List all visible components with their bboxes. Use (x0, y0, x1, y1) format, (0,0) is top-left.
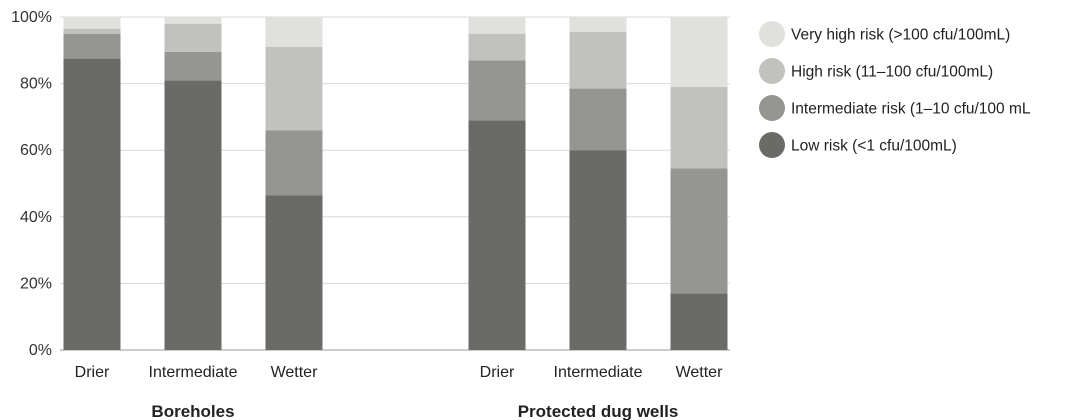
bar-protected-dug-wells-wetter-intermediate-risk (670, 168, 728, 294)
x-category-label: Wetter (271, 364, 319, 381)
group-label-protected-dug-wells: Protected dug wells (518, 402, 679, 420)
bar-boreholes-wetter-very-high-risk (265, 17, 323, 47)
bar-boreholes-wetter-low-risk (265, 195, 323, 350)
bar-boreholes-drier-very-high-risk (63, 17, 121, 29)
bar-protected-dug-wells-wetter-low-risk (670, 293, 728, 350)
y-tick-label: 60% (20, 142, 52, 159)
legend: Very high risk (>100 cfu/100mL) High risk… (759, 21, 1031, 158)
legend-item: High risk (11–100 cfu/100mL) (759, 58, 993, 84)
legend-swatch (759, 132, 785, 158)
y-axis: 0% 20% 40% 60% 80% 100% (11, 9, 52, 359)
bar-boreholes-wetter-high-risk (265, 46, 323, 131)
x-category-label: Drier (480, 364, 515, 381)
bar-protected-dug-wells-intermediate-intermediate-risk (569, 88, 627, 151)
legend-label: Intermediate risk (1–10 cfu/100 mL (791, 101, 1031, 118)
legend-swatch (759, 58, 785, 84)
legend-label: High risk (11–100 cfu/100mL) (791, 64, 993, 81)
bar-protected-dug-wells-intermediate-low-risk (569, 150, 627, 350)
legend-item: Intermediate risk (1–10 cfu/100 mL (759, 95, 1031, 121)
y-tick-label: 20% (20, 275, 52, 292)
bar-boreholes-wetter-intermediate-risk (265, 130, 323, 196)
bar-boreholes-drier-high-risk (63, 28, 121, 34)
bar-protected-dug-wells-drier-intermediate-risk (468, 60, 526, 121)
bar-boreholes-intermediate-very-high-risk (164, 17, 222, 24)
group-label-boreholes: Boreholes (151, 402, 234, 420)
gridlines (60, 16, 730, 351)
y-tick-label: 100% (11, 9, 52, 26)
x-axis: Drier Intermediate Wetter Boreholes Drier Int… (75, 364, 723, 420)
legend-item: Low risk (<1 cfu/100mL) (759, 132, 957, 158)
x-category-label: Wetter (676, 364, 724, 381)
bar-boreholes-drier-intermediate-risk (63, 33, 121, 59)
bar-protected-dug-wells-drier-low-risk (468, 120, 526, 350)
bar-boreholes-drier-low-risk (63, 58, 121, 350)
bar-protected-dug-wells-drier-high-risk (468, 33, 526, 61)
legend-swatch (759, 95, 785, 121)
y-tick-label: 80% (20, 76, 52, 93)
bars (63, 17, 728, 351)
bar-boreholes-intermediate-low-risk (164, 80, 222, 351)
bar-protected-dug-wells-drier-very-high-risk (468, 17, 526, 34)
bar-protected-dug-wells-intermediate-very-high-risk (569, 17, 627, 32)
legend-label: Very high risk (>100 cfu/100mL) (791, 27, 1010, 44)
y-tick-label: 40% (20, 209, 52, 226)
legend-swatch (759, 21, 785, 47)
bar-protected-dug-wells-wetter-high-risk (670, 86, 728, 169)
bar-boreholes-intermediate-high-risk (164, 23, 222, 52)
bar-boreholes-intermediate-intermediate-risk (164, 51, 222, 81)
legend-item: Very high risk (>100 cfu/100mL) (759, 21, 1010, 47)
y-tick-label: 0% (29, 342, 52, 359)
bar-protected-dug-wells-wetter-very-high-risk (670, 17, 728, 87)
bar-protected-dug-wells-intermediate-high-risk (569, 31, 627, 89)
x-category-label: Drier (75, 364, 110, 381)
legend-label: Low risk (<1 cfu/100mL) (791, 138, 957, 155)
x-category-label: Intermediate (149, 364, 238, 381)
x-category-label: Intermediate (554, 364, 643, 381)
